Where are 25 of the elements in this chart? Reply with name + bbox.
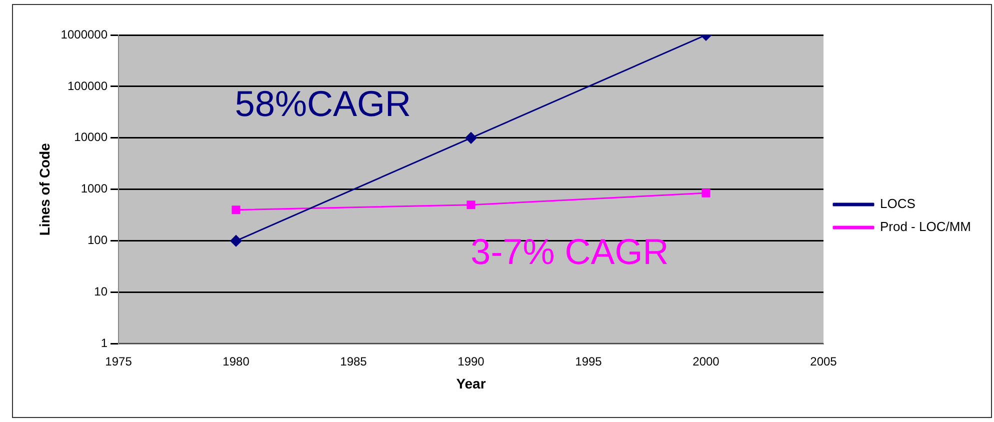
x-axis-title: Year bbox=[456, 375, 486, 392]
x-tick-label: 1990 bbox=[458, 354, 485, 368]
legend-label: LOCS bbox=[880, 196, 916, 212]
x-tick-label: 1985 bbox=[340, 354, 368, 368]
y-axis-title: Lines of Code bbox=[36, 142, 52, 236]
annotation: 58%CAGR bbox=[234, 82, 411, 124]
x-tick-label: 2000 bbox=[692, 354, 720, 368]
y-tick-label: 1000000 bbox=[60, 27, 108, 42]
point bbox=[466, 200, 476, 210]
x-tick-label: 1980 bbox=[222, 354, 250, 368]
y-tick-label: 100000 bbox=[67, 78, 108, 93]
y-tick-label: 1 bbox=[100, 336, 108, 350]
point bbox=[230, 235, 242, 247]
y-tick-label: 100 bbox=[87, 233, 108, 248]
x-tick-label: 2005 bbox=[810, 354, 838, 368]
point bbox=[465, 132, 477, 144]
y-tick-label: 10000 bbox=[74, 130, 108, 144]
x-tick-label: 1975 bbox=[105, 354, 132, 368]
y-tick-label: 1000 bbox=[80, 182, 108, 196]
point bbox=[232, 206, 240, 214]
point bbox=[702, 188, 710, 198]
x-tick-label: 1995 bbox=[575, 354, 602, 368]
annotation: 3-7% CAGR bbox=[470, 231, 669, 272]
y-tick-label: 10 bbox=[94, 284, 108, 299]
legend-label: Prod - LOC/MM bbox=[880, 219, 972, 234]
